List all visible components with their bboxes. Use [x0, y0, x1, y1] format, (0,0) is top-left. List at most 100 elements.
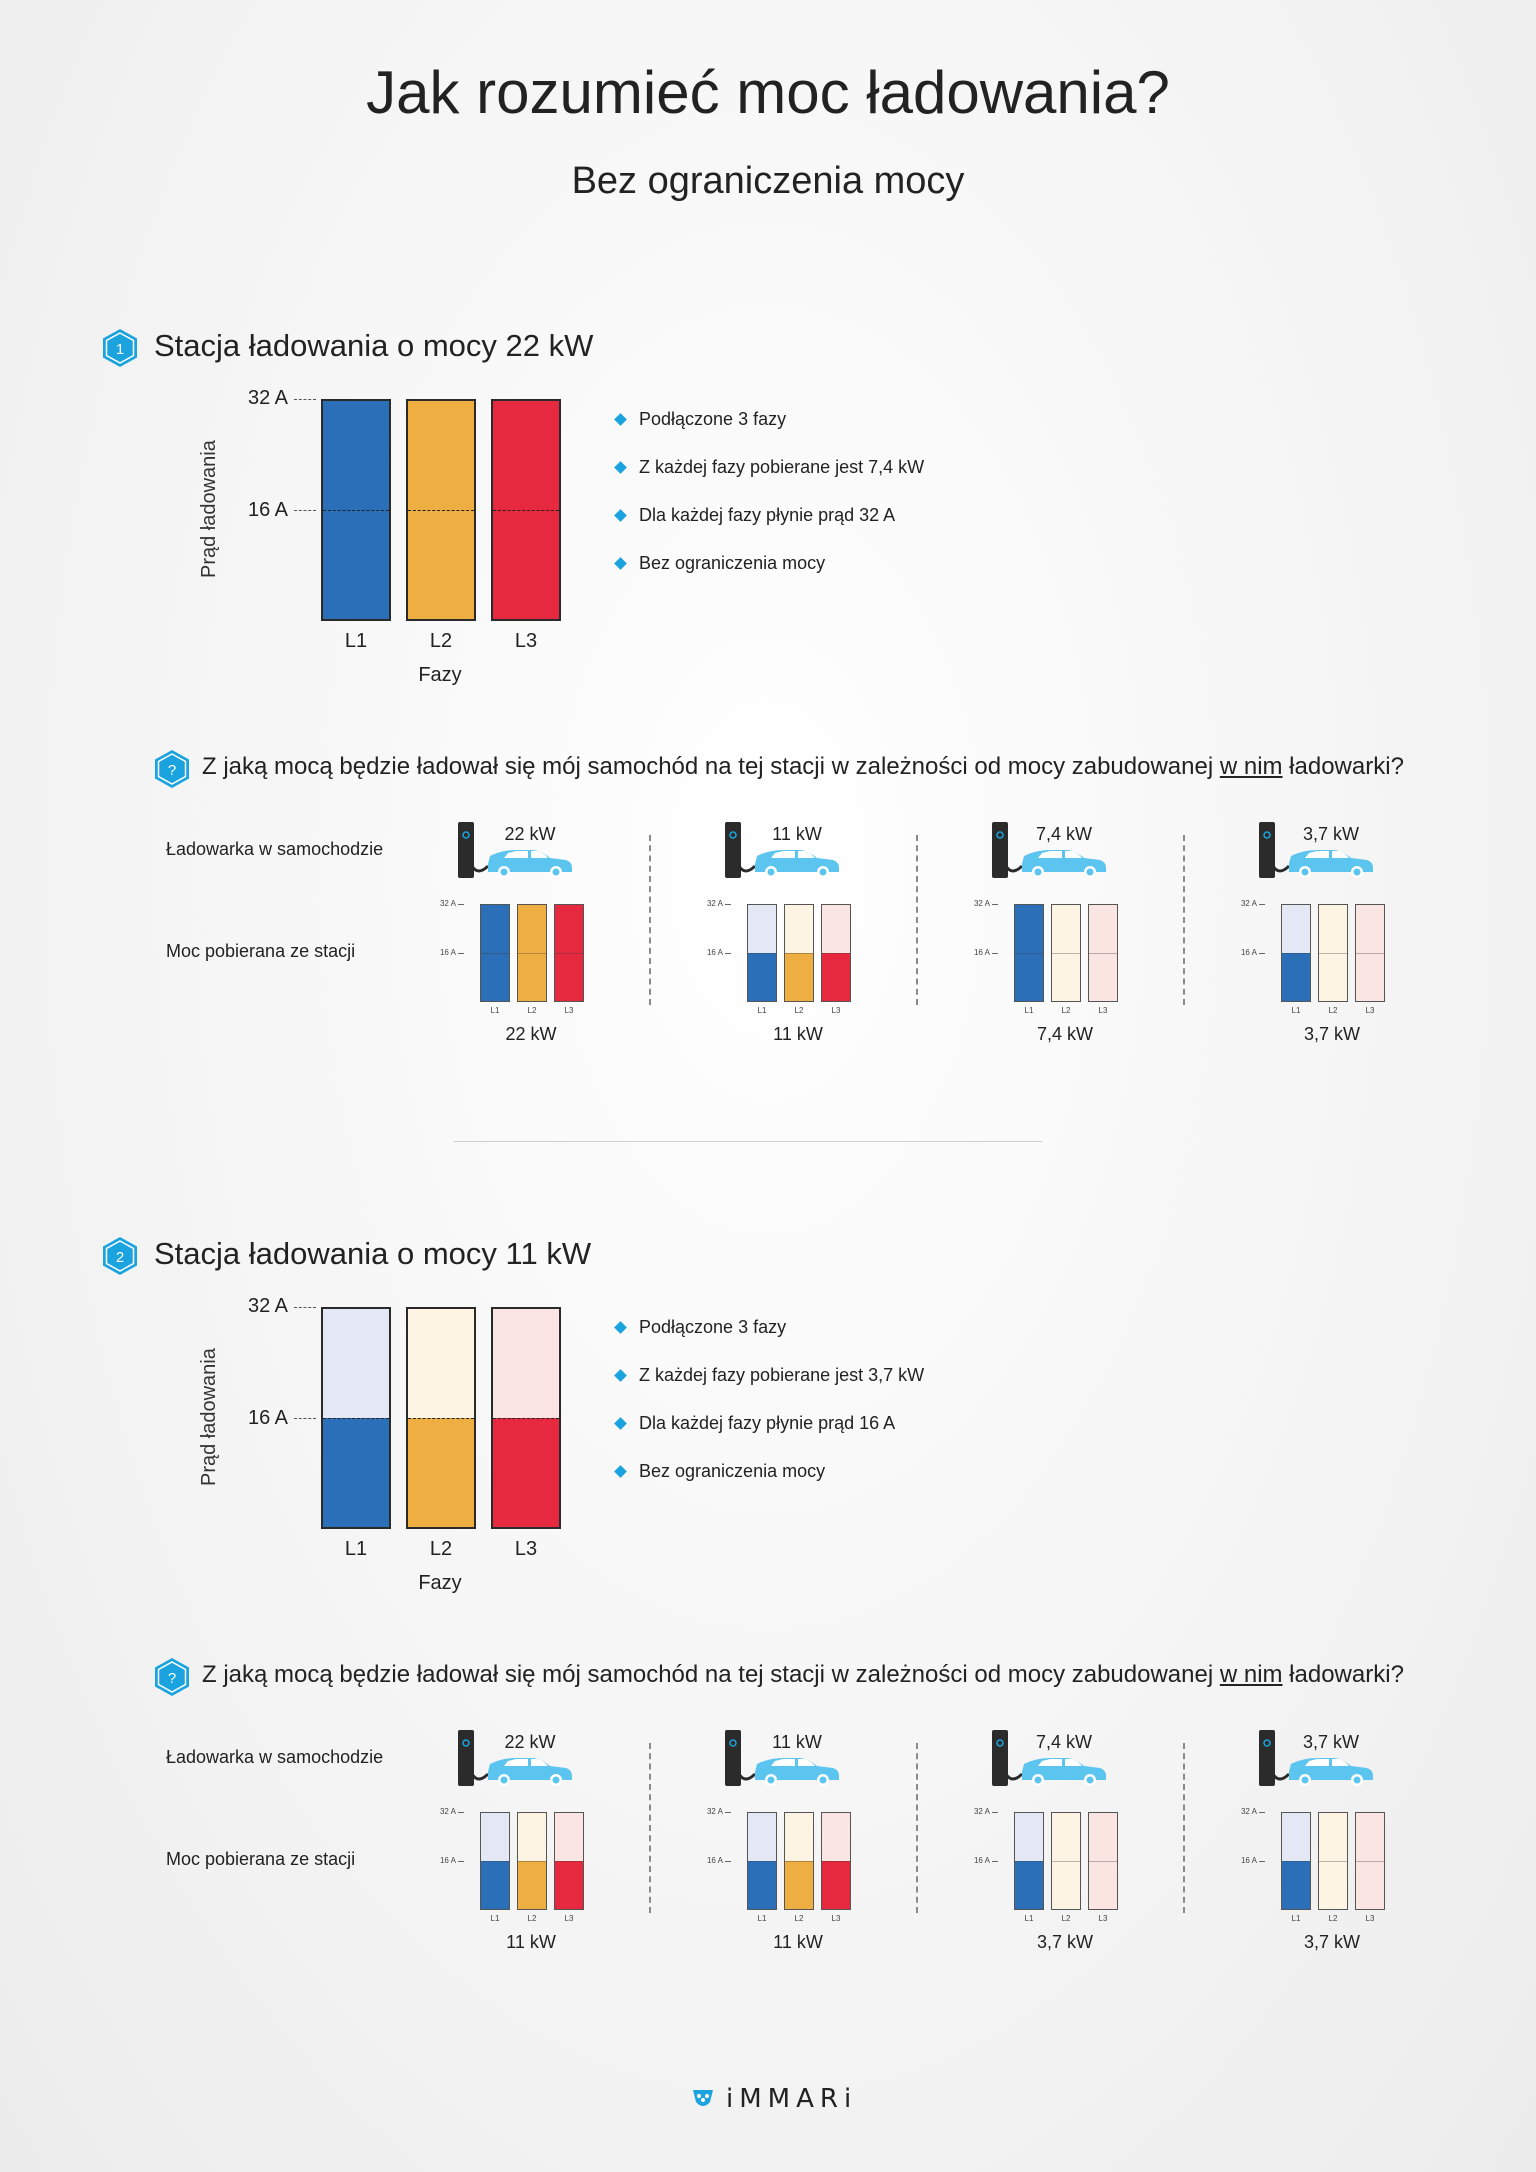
mini-phase-label: L2 [794, 1914, 804, 1923]
mini-phase-bar [1014, 904, 1044, 1002]
mini-phase-label: L1 [1024, 1914, 1034, 1923]
scenario-separator [916, 835, 918, 1005]
mini-tick-16a: 16 A [973, 948, 990, 957]
tick-mark-16a [294, 1418, 316, 1419]
diamond-bullet-icon [614, 557, 627, 570]
section-divider [454, 1141, 1042, 1142]
mini-half-line [1052, 953, 1080, 954]
charger-car-icon [725, 822, 839, 878]
mini-tick-mark [1259, 1812, 1265, 1813]
phase-bar [321, 399, 391, 621]
mini-phase-label: L2 [1061, 1006, 1071, 1015]
mini-phase-label: L3 [1365, 1914, 1375, 1923]
mini-phase-bar-fill [1015, 905, 1043, 1001]
mini-tick-32a: 32 A [1240, 899, 1257, 908]
tick-mark-32a [294, 1307, 316, 1308]
charger-car-icon [1259, 822, 1373, 878]
bullet-item: Bez ograniczenia mocy [614, 1461, 825, 1482]
scenario-separator [1183, 835, 1185, 1005]
mini-phase-bar [1281, 1812, 1311, 1910]
mini-phase-label: L1 [1291, 1914, 1301, 1923]
mini-half-line [481, 953, 509, 954]
mini-tick-32a: 32 A [439, 1807, 456, 1816]
bullet-item: Dla każdej fazy płynie prąd 16 A [614, 1413, 895, 1434]
mini-tick-16a: 16 A [439, 1856, 456, 1865]
mini-phase-bar [517, 904, 547, 1002]
mini-tick-mark [992, 1861, 998, 1862]
diamond-bullet-icon [614, 1417, 627, 1430]
mini-phase-bar-fill [518, 1861, 546, 1909]
page-title: Jak rozumieć moc ładowania? [366, 59, 1170, 126]
mini-tick-mark [725, 904, 731, 905]
tick-mark-16a [294, 510, 316, 511]
scenario-separator [916, 1743, 918, 1913]
mini-phase-bar [1318, 904, 1348, 1002]
mini-phase-bar [821, 1812, 851, 1910]
tick-label-32a: 32 A [247, 387, 288, 409]
y-axis-label: Prąd ładowania [198, 440, 220, 578]
mini-phase-label: L2 [1328, 1914, 1338, 1923]
half-current-line [493, 510, 559, 511]
mini-phase-bar-fill [785, 953, 813, 1001]
mini-tick-32a: 32 A [973, 1807, 990, 1816]
mini-half-line [748, 1861, 776, 1862]
mini-phase-bar [1318, 1812, 1348, 1910]
mini-half-line [1282, 953, 1310, 954]
mini-half-line [822, 953, 850, 954]
mini-phase-label: L3 [564, 1006, 574, 1015]
phase-label-l3: L3 [514, 1538, 538, 1560]
mini-tick-mark [458, 1861, 464, 1862]
bullet-item: Podłączone 3 fazy [614, 409, 786, 430]
bullet-item: Z każdej fazy pobierane jest 3,7 kW [614, 1365, 924, 1386]
mini-half-line [518, 1861, 546, 1862]
brand-logo: iMMARi [690, 2084, 857, 2114]
mini-half-line [822, 1861, 850, 1862]
scenario-separator [649, 835, 651, 1005]
mini-phase-bar [1051, 1812, 1081, 1910]
mini-tick-mark [458, 953, 464, 954]
diamond-bullet-icon [614, 1369, 627, 1382]
mini-phase-label: L1 [1024, 1006, 1034, 1015]
svg-text:?: ? [168, 762, 176, 779]
mini-phase-bar [747, 904, 777, 1002]
mini-phase-bar [554, 1812, 584, 1910]
charger-car-icon [725, 1730, 839, 1786]
mini-phase-bar-fill [1282, 1861, 1310, 1909]
hexagon-number-icon: 1 [103, 329, 137, 367]
mini-half-line [1282, 1861, 1310, 1862]
mini-phase-label: L2 [794, 1006, 804, 1015]
hexagon-number-icon: 2 [103, 1237, 137, 1275]
mini-phase-bar [1088, 904, 1118, 1002]
mini-tick-mark [992, 953, 998, 954]
phase-bar-fill [408, 1418, 474, 1527]
phase-label-l1: L1 [344, 630, 368, 652]
phase-bar [491, 399, 561, 621]
x-axis-label: Fazy [418, 1572, 462, 1594]
bullet-item: Z każdej fazy pobierane jest 7,4 kW [614, 457, 924, 478]
mini-half-line [1052, 1861, 1080, 1862]
scenario-separator [1183, 1743, 1185, 1913]
mini-phase-bar-fill [748, 1861, 776, 1909]
mini-half-line [518, 953, 546, 954]
y-axis-label: Prąd ładowania [198, 1348, 220, 1486]
mini-phase-label: L2 [527, 1006, 537, 1015]
mini-tick-mark [725, 1861, 731, 1862]
mini-phase-bar [554, 904, 584, 1002]
station-power-result: 3,7 kW [1303, 1024, 1360, 1044]
mini-tick-mark [458, 904, 464, 905]
row-label-station-power: Moc pobierana ze stacji [166, 1849, 356, 1869]
section-number: 2 [116, 1249, 124, 1266]
question-text: Z jaką mocą będzie ładował się mój samoc… [202, 753, 1404, 780]
car-charger-power: 11 kW [772, 824, 822, 844]
station-power-result: 3,7 kW [1036, 1932, 1093, 1952]
half-current-line [408, 1418, 474, 1419]
mini-phase-label: L3 [831, 1914, 841, 1923]
diamond-bullet-icon [614, 509, 627, 522]
car-charger-power: 22 kW [504, 824, 556, 844]
mini-tick-mark [1259, 953, 1265, 954]
mini-phase-label: L1 [490, 1006, 500, 1015]
charger-car-icon [992, 1730, 1106, 1786]
mini-half-line [555, 1861, 583, 1862]
mini-phase-label: L2 [527, 1914, 537, 1923]
svg-text:?: ? [168, 1670, 176, 1687]
